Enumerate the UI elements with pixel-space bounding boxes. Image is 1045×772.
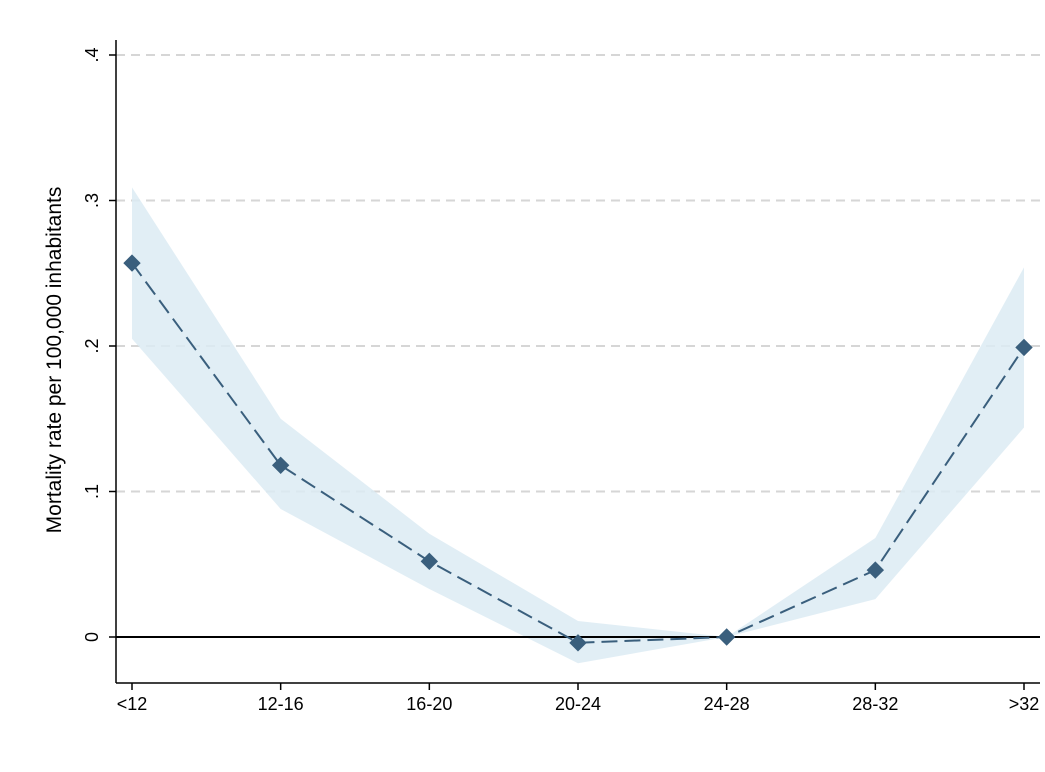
x-tick-label: 20-24 [555, 694, 601, 714]
y-tick-label: 0 [82, 632, 102, 642]
y-tick-label: .4 [82, 47, 102, 62]
x-tick-label: 16-20 [406, 694, 452, 714]
x-tick-label: 24-28 [704, 694, 750, 714]
confidence-band [132, 187, 1024, 664]
data-point-marker [717, 628, 736, 646]
data-point-marker [1015, 338, 1033, 357]
data-point-marker [123, 254, 141, 272]
data-point-marker [271, 456, 290, 475]
x-tick-label: 28-32 [852, 694, 898, 714]
data-point-marker [569, 634, 587, 652]
series-markers [123, 254, 1033, 652]
x-tick-label: >32 [1009, 694, 1040, 714]
tick-labels: 0 .1 .2 .3 .4 <12 12-16 16-20 20-24 24-28 28-32 >32 [82, 47, 1039, 714]
confidence-band-area [132, 187, 1024, 664]
x-tick-label: <12 [117, 694, 148, 714]
y-tick-label: .1 [82, 484, 102, 499]
data-point-marker [866, 561, 885, 579]
data-point-marker [420, 552, 439, 571]
axes [109, 40, 1040, 690]
y-axis-title: Mortality rate per 100,000 inhabitants [43, 187, 66, 534]
y-tick-label: .3 [82, 193, 102, 208]
y-tick-label: .2 [82, 338, 102, 353]
x-tick-label: 12-16 [258, 694, 304, 714]
